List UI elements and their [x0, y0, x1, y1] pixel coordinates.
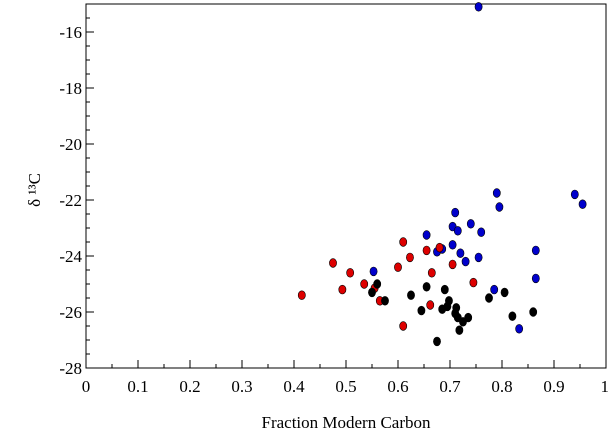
x-tick-label: 0.6: [387, 377, 408, 396]
data-point: [422, 230, 431, 240]
data-point: [451, 207, 460, 218]
data-point: [500, 287, 509, 298]
data-point: [407, 290, 415, 300]
series-1: [369, 2, 587, 334]
minor-ticks: [86, 3, 581, 368]
x-tick-label: 0.8: [491, 377, 512, 396]
data-point: [578, 199, 587, 209]
data-point: [456, 248, 465, 258]
data-point: [570, 189, 579, 200]
x-tick-label: 0.1: [127, 377, 148, 396]
data-point: [433, 336, 441, 347]
x-tick-label: 1: [601, 377, 609, 396]
data-point: [453, 226, 462, 236]
data-point: [435, 242, 444, 253]
data-point: [474, 2, 483, 12]
x-axis-ticks: 0 0.1 0.2 0.3 0.4 0.5 0.6 0.7 0.8 0.9 1: [82, 360, 609, 396]
x-tick-label: 0.7: [439, 377, 461, 396]
plot-area-border: [85, 3, 607, 369]
x-tick-label: 0.2: [179, 377, 200, 396]
data-point: [452, 303, 461, 313]
y-tick-label: -28: [59, 359, 82, 378]
data-point: [531, 245, 540, 256]
data-points: [297, 2, 587, 347]
data-point: [464, 312, 473, 323]
x-tick-label: 0.3: [231, 377, 252, 396]
data-point: [399, 237, 408, 247]
plot-frame: [85, 3, 607, 369]
data-point: [515, 324, 524, 334]
y-tick-label: -24: [59, 247, 82, 266]
y-axis-title: δ ¹³C: [25, 173, 44, 207]
data-point: [495, 202, 504, 212]
data-point: [448, 259, 457, 270]
data-point: [368, 287, 376, 298]
data-point: [485, 293, 493, 303]
x-tick-label: 0.5: [335, 377, 356, 396]
data-point: [531, 273, 540, 284]
data-point: [369, 266, 378, 277]
x-tick-label: 0.9: [543, 377, 564, 396]
data-point: [394, 262, 402, 272]
data-point: [508, 311, 517, 321]
data-point: [477, 227, 486, 237]
data-point: [492, 188, 501, 198]
data-point: [445, 296, 453, 306]
data-point: [406, 252, 414, 263]
y-tick-label: -22: [59, 191, 82, 210]
data-point: [469, 277, 478, 288]
data-point: [329, 258, 337, 268]
series-3: [368, 279, 538, 347]
data-point: [399, 321, 408, 331]
data-point: [346, 268, 355, 278]
data-point: [529, 307, 538, 317]
data-point: [417, 305, 426, 316]
y-axis-ticks: -16 -18 -20 -22 -24 -26 -28: [59, 23, 94, 378]
data-point: [381, 296, 389, 306]
data-point: [338, 284, 347, 295]
series-2: [297, 237, 478, 331]
data-point: [448, 240, 457, 250]
x-tick-label: 0.4: [283, 377, 305, 396]
x-axis-title: Fraction Modern Carbon: [261, 413, 431, 432]
y-tick-label: -20: [59, 135, 82, 154]
y-tick-label: -16: [59, 23, 82, 42]
y-tick-label: -26: [59, 303, 82, 322]
data-point: [466, 219, 475, 229]
data-point: [455, 325, 464, 335]
data-point: [440, 284, 449, 295]
data-point: [297, 290, 306, 300]
data-point: [426, 300, 435, 310]
data-point: [427, 268, 436, 278]
data-point: [461, 256, 470, 267]
data-point: [490, 284, 499, 295]
data-point: [373, 279, 382, 289]
data-point: [422, 245, 431, 256]
data-point: [422, 282, 431, 292]
y-tick-label: -18: [59, 79, 82, 98]
data-point: [474, 252, 483, 263]
x-tick-label: 0: [82, 377, 91, 396]
data-point: [360, 279, 369, 289]
